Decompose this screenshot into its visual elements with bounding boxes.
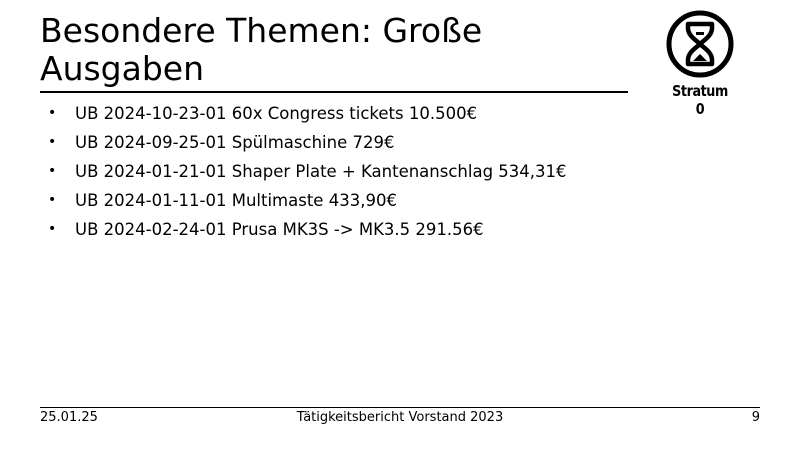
list-item: • UB 2024-01-21-01 Shaper Plate + Kantena…: [40, 159, 567, 188]
bullet-icon: •: [48, 221, 57, 237]
footer-title: Tätigkeitsbericht Vorstand 2023: [296, 410, 504, 425]
bullet-icon: •: [48, 134, 57, 150]
list-item: • UB 2024-02-24-01 Prusa MK3S -> MK3.5 29…: [40, 217, 567, 246]
list-item: • UB 2024-10-23-01 60x Congress tickets 1…: [40, 101, 567, 130]
footer-divider: [40, 407, 760, 408]
page-number: 9: [751, 410, 760, 425]
slide-title: Besondere Themen: Große Ausgaben: [40, 11, 483, 88]
bullet-icon: •: [48, 192, 57, 208]
list-item: • UB 2024-09-25-01 Spülmaschine 729€: [40, 130, 567, 159]
item-text: UB 2024-01-21-01 Shaper Plate + Kantenan…: [75, 162, 567, 181]
footer-date: 25.01.25: [40, 410, 98, 425]
item-text: UB 2024-01-11-01 Multimaste 433,90€: [75, 191, 397, 210]
logo-text: Stratum 0: [672, 82, 728, 118]
hourglass-logo-icon: [666, 10, 734, 78]
bullet-icon: •: [48, 163, 57, 179]
bullet-icon: •: [48, 105, 57, 121]
list-item: • UB 2024-01-11-01 Multimaste 433,90€: [40, 188, 567, 217]
bullet-list: • UB 2024-10-23-01 60x Congress tickets 1…: [40, 101, 567, 246]
item-text: UB 2024-02-24-01 Prusa MK3S -> MK3.5 291…: [75, 220, 484, 239]
item-text: UB 2024-10-23-01 60x Congress tickets 10…: [75, 104, 478, 123]
title-underline: [40, 91, 628, 93]
item-text: UB 2024-09-25-01 Spülmaschine 729€: [75, 133, 395, 152]
stratum0-logo: Stratum 0: [660, 8, 740, 118]
